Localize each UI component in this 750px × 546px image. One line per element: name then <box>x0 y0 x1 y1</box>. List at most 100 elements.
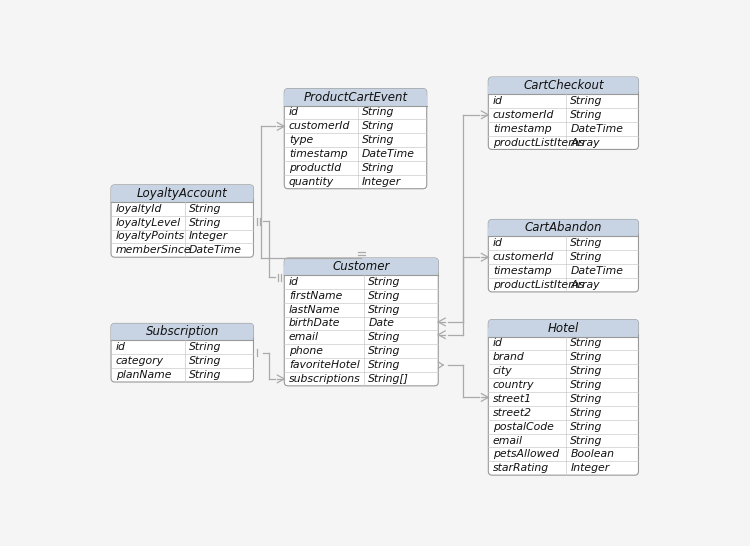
Text: DateTime: DateTime <box>570 123 623 134</box>
Text: city: city <box>493 366 512 376</box>
Text: String: String <box>362 163 394 173</box>
Text: String: String <box>368 333 400 342</box>
FancyBboxPatch shape <box>111 323 254 382</box>
Text: Array: Array <box>570 138 600 147</box>
Bar <box>488 328 638 336</box>
Text: Array: Array <box>570 280 600 290</box>
Text: brand: brand <box>493 352 525 363</box>
Text: loyaltyLevel: loyaltyLevel <box>116 218 181 228</box>
FancyBboxPatch shape <box>488 77 638 150</box>
Text: String: String <box>362 108 394 117</box>
Text: planName: planName <box>116 370 171 380</box>
Text: Boolean: Boolean <box>570 449 614 459</box>
Text: String: String <box>570 252 603 262</box>
Text: favoriteHotel: favoriteHotel <box>289 360 360 370</box>
Text: String: String <box>189 356 221 366</box>
Text: street2: street2 <box>493 408 532 418</box>
Text: country: country <box>493 380 535 390</box>
FancyBboxPatch shape <box>488 219 638 292</box>
Text: String: String <box>570 366 603 376</box>
Bar <box>488 86 638 94</box>
Text: String: String <box>189 204 221 213</box>
Text: String: String <box>189 342 221 352</box>
Text: String: String <box>570 239 603 248</box>
Text: memberSince: memberSince <box>116 245 191 256</box>
Text: String: String <box>570 436 603 446</box>
Text: street1: street1 <box>493 394 532 404</box>
Bar <box>284 266 438 275</box>
Text: productId: productId <box>289 163 341 173</box>
FancyBboxPatch shape <box>111 185 254 257</box>
Text: String: String <box>570 422 603 432</box>
FancyBboxPatch shape <box>488 319 638 336</box>
Text: CartAbandon: CartAbandon <box>525 222 602 234</box>
Text: String: String <box>570 96 603 106</box>
Text: LoyaltyAccount: LoyaltyAccount <box>137 187 228 200</box>
Text: String: String <box>368 360 400 370</box>
Text: customerId: customerId <box>289 121 350 132</box>
Text: String: String <box>368 277 400 287</box>
Text: id: id <box>289 277 298 287</box>
Text: Subscription: Subscription <box>146 325 219 339</box>
Text: id: id <box>289 108 298 117</box>
Text: email: email <box>289 333 319 342</box>
Text: type: type <box>289 135 314 145</box>
Text: customerId: customerId <box>493 110 554 120</box>
Text: DateTime: DateTime <box>189 245 242 256</box>
Text: String: String <box>570 352 603 363</box>
Bar <box>488 228 638 236</box>
FancyBboxPatch shape <box>284 258 438 275</box>
Text: customerId: customerId <box>493 252 554 262</box>
FancyBboxPatch shape <box>111 323 254 340</box>
FancyBboxPatch shape <box>284 88 427 105</box>
Text: Integer: Integer <box>189 232 228 241</box>
Text: DateTime: DateTime <box>362 149 416 159</box>
Text: lastName: lastName <box>289 305 340 314</box>
Text: String: String <box>362 121 394 132</box>
Text: productListItems: productListItems <box>493 138 584 147</box>
Text: String[]: String[] <box>368 374 409 384</box>
Text: Customer: Customer <box>332 260 390 273</box>
FancyBboxPatch shape <box>111 185 254 202</box>
Text: Integer: Integer <box>570 463 610 473</box>
Text: Integer: Integer <box>362 177 401 187</box>
Text: starRating: starRating <box>493 463 549 473</box>
Text: loyaltyPoints: loyaltyPoints <box>116 232 184 241</box>
Text: petsAllowed: petsAllowed <box>493 449 559 459</box>
Text: loyaltyId: loyaltyId <box>116 204 162 213</box>
Text: String: String <box>362 135 394 145</box>
Text: email: email <box>493 436 523 446</box>
FancyBboxPatch shape <box>284 88 427 189</box>
Text: String: String <box>189 370 221 380</box>
Text: String: String <box>368 305 400 314</box>
Text: DateTime: DateTime <box>570 266 623 276</box>
Text: id: id <box>493 96 502 106</box>
Text: productListItems: productListItems <box>493 280 584 290</box>
Text: ProductCartEvent: ProductCartEvent <box>304 91 407 104</box>
Text: Hotel: Hotel <box>548 322 579 335</box>
Text: String: String <box>189 218 221 228</box>
Text: String: String <box>570 110 603 120</box>
Bar <box>284 97 427 105</box>
Text: String: String <box>570 339 603 348</box>
Text: CartCheckout: CartCheckout <box>523 79 604 92</box>
Text: Date: Date <box>368 318 394 329</box>
FancyBboxPatch shape <box>488 219 638 236</box>
Text: String: String <box>368 291 400 301</box>
Text: timestamp: timestamp <box>493 123 551 134</box>
FancyBboxPatch shape <box>284 258 438 386</box>
Text: postalCode: postalCode <box>493 422 554 432</box>
Text: String: String <box>570 408 603 418</box>
Bar <box>111 193 254 202</box>
FancyBboxPatch shape <box>488 77 638 94</box>
Text: id: id <box>493 239 502 248</box>
Text: quantity: quantity <box>289 177 334 187</box>
FancyBboxPatch shape <box>488 319 638 475</box>
Text: timestamp: timestamp <box>289 149 347 159</box>
Text: String: String <box>570 394 603 404</box>
Text: birthDate: birthDate <box>289 318 340 329</box>
Bar <box>111 332 254 340</box>
Text: String: String <box>570 380 603 390</box>
Text: phone: phone <box>289 346 323 356</box>
Text: String: String <box>368 346 400 356</box>
